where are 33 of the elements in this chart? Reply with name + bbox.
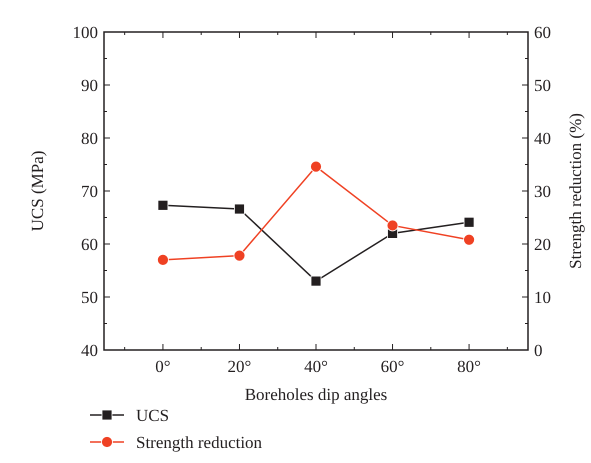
y-tick-label: 80 <box>81 128 98 148</box>
y2-axis-title: Strength reduction (%) <box>566 113 585 269</box>
point <box>310 276 322 286</box>
point <box>310 160 322 173</box>
y-tick-label: 100 <box>72 22 98 42</box>
y2-tick-label: 30 <box>534 182 551 201</box>
x-axis-title: Boreholes dip angles <box>244 385 388 404</box>
x-tick-label: 20° <box>228 357 252 376</box>
y-tick-label: 70 <box>81 182 98 201</box>
y2-tick-label: 20 <box>534 234 551 254</box>
point <box>234 250 246 262</box>
point <box>386 220 398 232</box>
y2-tick-label: 0 <box>534 340 542 360</box>
y2-tick-label: 10 <box>534 288 551 307</box>
y-tick-label: 40 <box>81 340 98 360</box>
y2-tick-label: 40 <box>534 128 551 148</box>
y2-tick-label: 60 <box>534 22 551 42</box>
y-axis-title: UCS (MPa) <box>28 150 47 232</box>
point <box>157 254 169 266</box>
point <box>463 234 475 246</box>
legend-label: Strength reduction <box>136 432 263 452</box>
x-tick-label: 80° <box>457 357 481 376</box>
y-tick-label: 60 <box>81 234 98 254</box>
y-tick-label: 90 <box>81 76 98 95</box>
y-tick-label: 50 <box>81 288 98 307</box>
legend-label: UCS <box>136 406 170 425</box>
x-tick-label: 40° <box>304 357 328 376</box>
point <box>464 216 474 228</box>
point <box>158 200 168 211</box>
point <box>234 204 245 214</box>
y2-tick-label: 50 <box>534 76 551 95</box>
x-tick-label: 0° <box>155 357 171 376</box>
x-tick-label: 60° <box>380 357 404 376</box>
